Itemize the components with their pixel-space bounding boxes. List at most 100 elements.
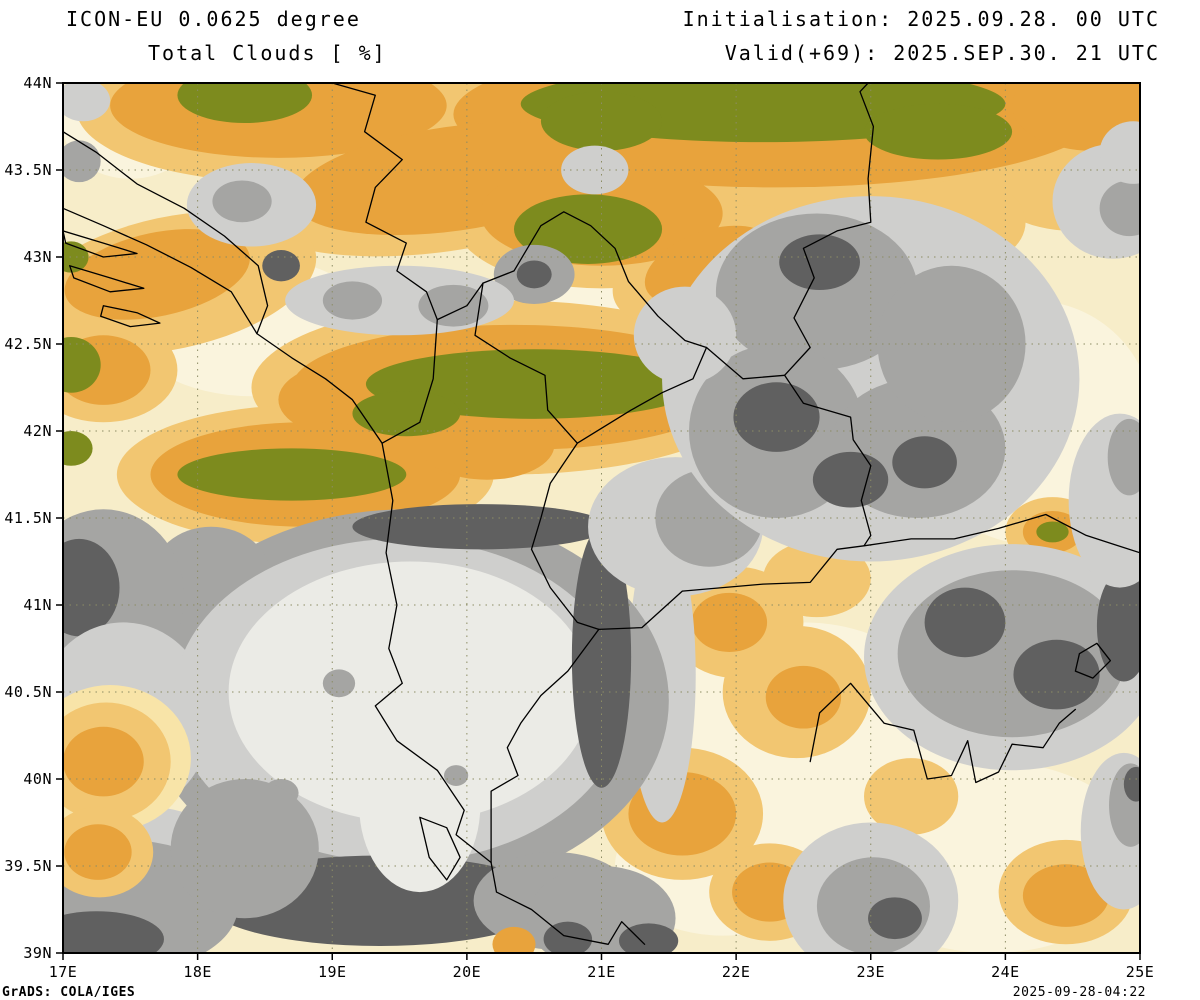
variable-title: Total Clouds [ %] — [148, 41, 387, 65]
country-border — [1074, 642, 1112, 679]
cloud-region — [540, 91, 663, 151]
y-axis-label: 44N — [23, 74, 52, 92]
y-axis-label: 42.5N — [4, 335, 52, 353]
cloud-region — [170, 779, 319, 919]
cloud-region — [892, 436, 957, 489]
country-border — [63, 230, 138, 258]
country-border — [783, 374, 872, 547]
cloud-region — [1013, 639, 1100, 710]
y-axis-label: 39.5N — [4, 857, 52, 875]
cloud-region — [1099, 180, 1140, 237]
cloud-region — [63, 911, 164, 953]
cloud-region — [64, 824, 132, 880]
y-axis-label: 43.5N — [4, 161, 52, 179]
cloud-region — [715, 213, 918, 371]
cloud-region — [571, 526, 632, 788]
cloud-region — [63, 337, 101, 393]
x-axis-label: 17E — [49, 963, 78, 981]
cloud-region — [779, 234, 860, 291]
cloud-region — [897, 570, 1127, 738]
cloud-region — [1022, 864, 1110, 927]
x-axis-label: 25E — [1126, 963, 1155, 981]
y-axis-label: 40.5N — [4, 683, 52, 701]
cloud-region — [516, 260, 552, 289]
country-border — [69, 265, 145, 293]
cloud-region — [352, 504, 609, 550]
cloud-region — [864, 103, 1013, 160]
country-border — [63, 131, 383, 444]
cloud-region — [765, 665, 842, 729]
axis-labels-layer: 17E 18E 19E 20E 21E 22E 23E 24E 25E 44N 43.5N 43N 42… — [4, 74, 1155, 981]
cloud-region — [733, 382, 820, 452]
cloud-region — [1036, 521, 1069, 543]
cloud-region — [63, 140, 101, 183]
country-border — [100, 305, 161, 328]
model-title: ICON-EU 0.0625 degree — [66, 7, 361, 31]
x-axis-label: 20E — [453, 963, 482, 981]
cloud-region — [924, 587, 1006, 658]
country-border — [419, 816, 461, 881]
country-border — [598, 513, 1140, 631]
y-axis-label: 40N — [23, 770, 52, 788]
cloud-region — [262, 250, 300, 282]
cloud-region — [864, 758, 959, 835]
creation-timestamp: 2025-09-28-04:22 — [1013, 985, 1146, 1000]
cloud-region — [177, 83, 313, 124]
cloud-region — [1107, 418, 1140, 496]
cloud-region — [868, 897, 922, 940]
country-border — [381, 318, 438, 444]
cloud-region — [1096, 570, 1140, 682]
cloud-region — [443, 765, 469, 786]
cloud-region — [63, 726, 144, 797]
x-axis-label: 21E — [587, 963, 616, 981]
cloud-region — [212, 180, 272, 223]
cloud-region — [877, 265, 1026, 423]
country-border — [331, 83, 484, 321]
cloud-shading-layer — [63, 83, 1140, 953]
cloud-region — [561, 145, 629, 195]
y-axis-label: 41.5N — [4, 509, 52, 527]
x-axis-label: 18E — [183, 963, 212, 981]
cloud-region — [691, 592, 768, 652]
country-border — [374, 442, 646, 945]
cloud-region — [492, 926, 536, 953]
cloud-region — [63, 538, 120, 637]
x-axis-label: 22E — [722, 963, 751, 981]
x-axis-label: 24E — [991, 963, 1020, 981]
cloud-region — [1099, 121, 1140, 184]
country-border — [809, 682, 1077, 784]
country-border — [705, 346, 786, 380]
cloud-region — [322, 669, 356, 698]
country-border — [63, 207, 258, 335]
init-time-label: Initialisation: 2025.09.28. 00 UTC — [683, 7, 1160, 31]
country-border — [530, 442, 600, 631]
cloud-region — [619, 923, 679, 953]
cloud-region — [359, 718, 481, 893]
grid-layer — [63, 83, 1140, 953]
valid-time-label: Valid(+69): 2025.SEP.30. 21 UTC — [725, 41, 1160, 65]
country-borders-layer — [63, 83, 1140, 945]
grads-credit: GrADS: COLA/IGES — [2, 985, 135, 1000]
cloud-region — [177, 448, 407, 501]
cloud-region — [352, 390, 461, 437]
cloud-region — [1123, 766, 1140, 802]
cloud-region — [322, 281, 383, 320]
cloud-region — [513, 194, 663, 264]
cloud-region — [419, 410, 555, 480]
cloud-region — [228, 561, 593, 823]
cloud-region — [63, 431, 93, 466]
country-border — [783, 83, 875, 376]
x-axis-label: 19E — [318, 963, 347, 981]
y-axis-label: 43N — [23, 248, 52, 266]
y-axis-label: 42N — [23, 422, 52, 440]
y-axis-label: 41N — [23, 596, 52, 614]
cloud-region — [64, 229, 250, 320]
x-axis-label: 23E — [856, 963, 885, 981]
cloud-region — [63, 83, 111, 122]
cloud-region — [633, 286, 737, 385]
country-border — [490, 628, 600, 864]
cloud-region — [812, 451, 889, 508]
y-axis-label: 39N — [23, 944, 52, 962]
